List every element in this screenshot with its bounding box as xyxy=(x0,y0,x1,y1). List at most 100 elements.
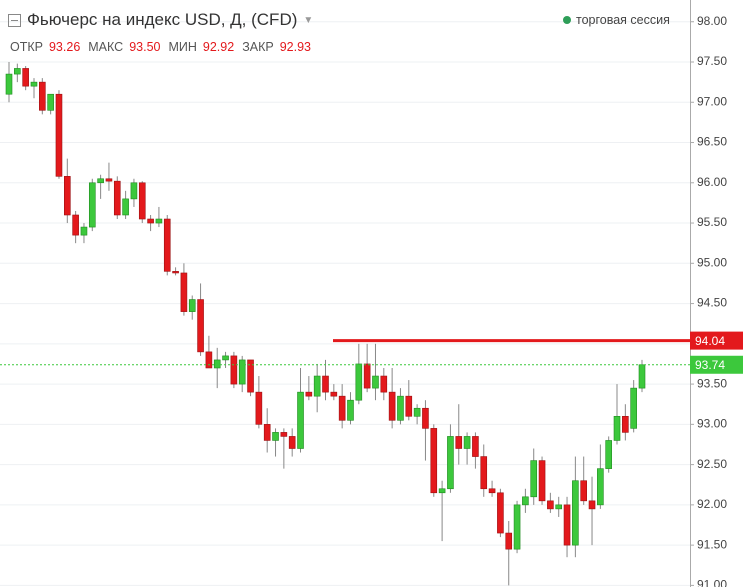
candle-body xyxy=(55,93,63,177)
y-tick-label: 98.00 xyxy=(697,14,727,28)
candle-body xyxy=(380,375,388,393)
candle-body xyxy=(597,468,604,506)
y-tick-label: 95.50 xyxy=(697,215,727,229)
y-tick-label: 94.50 xyxy=(697,296,727,310)
y-tick-label: 92.00 xyxy=(697,497,727,511)
collapse-toggle[interactable] xyxy=(8,13,21,27)
candle-body xyxy=(238,359,246,385)
candle-body xyxy=(247,359,254,393)
price-label: 94.04 xyxy=(695,334,725,348)
candle-body xyxy=(480,456,488,490)
price-label-box xyxy=(690,331,743,350)
candle-body xyxy=(197,299,204,353)
candle-body xyxy=(522,496,529,506)
candle-body xyxy=(72,214,79,236)
y-tick-label: 93.00 xyxy=(697,417,727,431)
candle-body xyxy=(188,299,196,312)
session-label: торговая сессия xyxy=(576,13,670,27)
candle-body xyxy=(64,176,71,216)
candle-body xyxy=(622,415,629,433)
readout-name: МИН xyxy=(168,40,197,54)
candle-body xyxy=(105,178,113,182)
candle-body xyxy=(372,375,379,389)
candle-body xyxy=(297,391,304,449)
candle-body xyxy=(113,180,121,216)
candle-body xyxy=(438,488,446,494)
candle-body xyxy=(513,504,521,550)
readout-name: МАКС xyxy=(88,40,124,54)
session-status: торговая сессия xyxy=(563,13,670,27)
candle-body xyxy=(39,81,46,111)
candle-body xyxy=(413,407,421,417)
candle-body xyxy=(538,460,546,502)
readout-name: ЗАКР xyxy=(242,40,274,54)
candle-body xyxy=(405,395,413,417)
candle-body xyxy=(338,395,346,421)
candle-body xyxy=(563,504,571,546)
dropdown-arrow[interactable]: ▼ xyxy=(303,14,314,26)
candle-body xyxy=(80,226,88,236)
candle-body xyxy=(422,407,429,429)
candle-body xyxy=(122,198,129,216)
candle-body xyxy=(313,375,321,397)
candle-body xyxy=(530,460,538,498)
candle-body xyxy=(47,93,54,111)
price-label: 93.74 xyxy=(695,358,725,372)
candle-body xyxy=(638,364,646,389)
candle-body xyxy=(630,387,637,429)
candle-body xyxy=(255,391,263,425)
y-tick-label: 97.50 xyxy=(697,54,727,68)
candle-body xyxy=(263,424,271,441)
candle-body xyxy=(14,68,21,75)
candle-body xyxy=(305,391,313,397)
candle-body xyxy=(330,391,338,397)
candle-body xyxy=(180,272,188,312)
candle-body xyxy=(230,355,238,385)
candle-body xyxy=(347,399,354,421)
candle-body xyxy=(397,395,404,421)
candle-body xyxy=(280,432,288,437)
candle-body xyxy=(155,218,163,224)
chart-title: Фьючерс на индекс USD, Д, (CFD) xyxy=(27,10,298,29)
readout-value: 93.26 xyxy=(48,40,81,54)
candle-body xyxy=(88,182,96,228)
ohlc-readout: ОТКР 93.26 МАКС 93.50 МИН 92.92 ЗАКР 92.93 xyxy=(10,40,313,54)
candle-body xyxy=(213,359,221,369)
candle-body xyxy=(605,440,612,469)
candle-body xyxy=(572,480,579,546)
candle-body xyxy=(505,532,513,550)
candle-body xyxy=(222,355,229,361)
session-dot xyxy=(563,16,571,24)
y-tick-label: 96.50 xyxy=(697,135,727,149)
candle-body xyxy=(363,363,371,389)
candle-body xyxy=(30,81,38,87)
candle-body xyxy=(147,218,154,224)
candle-body xyxy=(497,492,504,534)
candle-body xyxy=(488,488,496,494)
candle-body xyxy=(322,375,329,393)
readout-value: 92.93 xyxy=(279,40,311,54)
candle-body xyxy=(463,436,471,449)
y-tick-label: 91.00 xyxy=(697,578,727,587)
y-tick-label: 92.50 xyxy=(697,457,727,471)
candle-body xyxy=(455,436,463,449)
y-tick-label: 96.00 xyxy=(697,175,727,189)
candle-body xyxy=(130,182,138,200)
y-tick-label: 91.50 xyxy=(697,537,727,551)
candle-body xyxy=(272,432,279,441)
header: Фьючерс на индекс USD, Д, (CFD) ▼ xyxy=(8,10,313,30)
candle-body xyxy=(580,480,587,502)
candle-body xyxy=(288,436,296,449)
candle-body xyxy=(555,504,563,510)
y-tick-label: 97.00 xyxy=(697,94,727,108)
candle-body xyxy=(205,351,213,369)
candle-body xyxy=(138,182,146,220)
candle-body xyxy=(172,271,179,274)
candle-body xyxy=(355,363,363,401)
candle-body xyxy=(430,428,438,494)
candle-body xyxy=(97,178,104,184)
candle-body xyxy=(588,500,596,510)
y-tick-label: 93.50 xyxy=(697,376,727,390)
